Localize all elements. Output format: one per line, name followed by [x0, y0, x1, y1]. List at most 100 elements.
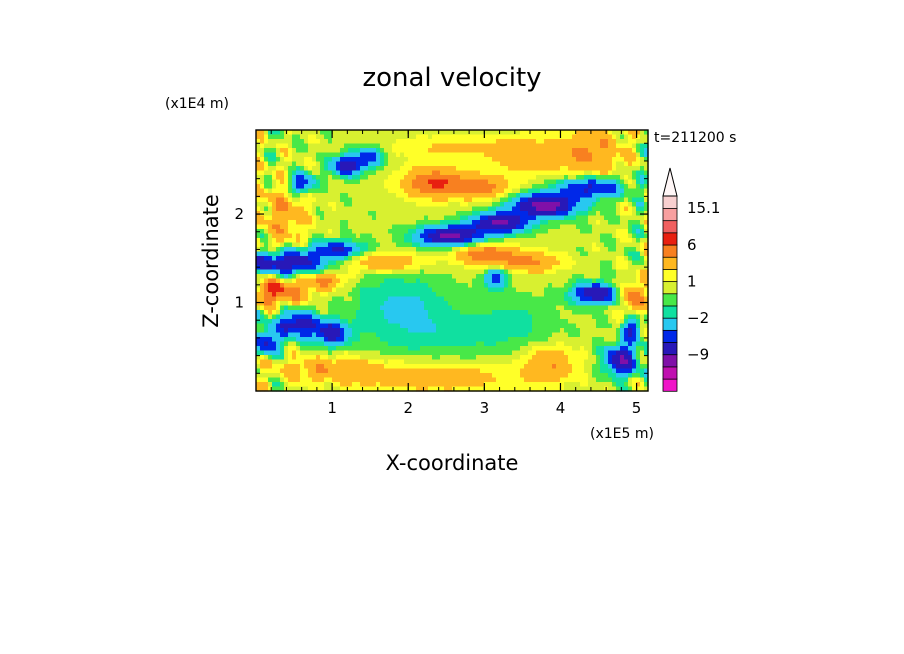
heatmap-cell [480, 229, 485, 235]
heatmap-cell [304, 139, 309, 145]
heatmap-cell [336, 251, 341, 257]
heatmap-cell [380, 287, 385, 293]
heatmap-cell [640, 310, 645, 316]
heatmap-cell [608, 238, 613, 244]
heatmap-cell [516, 251, 521, 257]
heatmap-cell [256, 296, 261, 302]
heatmap-cell [396, 211, 401, 217]
heatmap-cell [496, 229, 501, 235]
heatmap-cell [608, 206, 613, 212]
heatmap-cell [316, 296, 321, 302]
heatmap-cell [376, 193, 381, 199]
heatmap-cell [476, 274, 481, 280]
heatmap-cell [468, 283, 473, 289]
heatmap-cell [532, 238, 537, 244]
heatmap-cell [564, 260, 569, 266]
heatmap-cell [388, 332, 393, 338]
heatmap-cell [320, 134, 325, 140]
heatmap-cell [548, 332, 553, 338]
heatmap-cell [324, 265, 329, 271]
heatmap-cell [360, 143, 365, 149]
heatmap-cell [300, 188, 305, 194]
heatmap-cell [428, 143, 433, 149]
heatmap-cell [372, 346, 377, 352]
heatmap-cell [288, 224, 293, 230]
heatmap-cell [400, 157, 405, 163]
heatmap-cell [476, 193, 481, 199]
heatmap-cell [600, 206, 605, 212]
heatmap-cell [492, 265, 497, 271]
heatmap-cell [388, 305, 393, 311]
heatmap-cell [388, 251, 393, 257]
heatmap-cell [352, 346, 357, 352]
heatmap-cell [332, 314, 337, 320]
heatmap-cell [468, 269, 473, 275]
heatmap-cell [628, 206, 633, 212]
heatmap-cell [332, 206, 337, 212]
heatmap-cell [432, 242, 437, 248]
heatmap-cell [456, 251, 461, 257]
heatmap-cell [636, 319, 641, 325]
heatmap-cell [640, 170, 645, 176]
heatmap-cell [280, 350, 285, 356]
heatmap-cell [296, 130, 301, 136]
heatmap-cell [552, 287, 557, 293]
heatmap-cell [348, 130, 353, 136]
heatmap-cell [292, 143, 297, 149]
heatmap-cell [600, 283, 605, 289]
heatmap-cell [536, 265, 541, 271]
heatmap-cell [424, 269, 429, 275]
heatmap-cell [280, 206, 285, 212]
heatmap-cell [316, 323, 321, 329]
heatmap-cell [644, 166, 649, 172]
heatmap-cell [456, 265, 461, 271]
heatmap-cell [368, 305, 373, 311]
heatmap-cell [284, 220, 289, 226]
heatmap-cell [344, 305, 349, 311]
heatmap-cell [436, 247, 441, 253]
heatmap-cell [296, 337, 301, 343]
heatmap-cell [276, 139, 281, 145]
heatmap-cell [468, 292, 473, 298]
heatmap-cell [384, 247, 389, 253]
heatmap-cell [636, 152, 641, 158]
heatmap-cell [300, 179, 305, 185]
heatmap-cell [584, 202, 589, 208]
heatmap-cell [544, 292, 549, 298]
heatmap-cell [312, 170, 317, 176]
heatmap-cell [584, 296, 589, 302]
heatmap-cell [316, 233, 321, 239]
heatmap-cell [312, 247, 317, 253]
heatmap-cell [560, 296, 565, 302]
heatmap-cell [256, 170, 261, 176]
heatmap-cell [416, 206, 421, 212]
heatmap-cell [580, 337, 585, 343]
heatmap-cell [292, 278, 297, 284]
heatmap-cell [288, 265, 293, 271]
heatmap-cell [476, 202, 481, 208]
heatmap-cell [564, 143, 569, 149]
heatmap-cell [380, 161, 385, 167]
heatmap-cell [572, 292, 577, 298]
heatmap-cell [448, 233, 453, 239]
heatmap-cell [496, 170, 501, 176]
heatmap-cell [528, 152, 533, 158]
heatmap-cell [504, 269, 509, 275]
heatmap-cell [320, 233, 325, 239]
heatmap-cell [272, 161, 277, 167]
heatmap-cell [468, 350, 473, 356]
heatmap-cell [564, 130, 569, 136]
heatmap-cell [460, 211, 465, 217]
heatmap-cell [628, 350, 633, 356]
heatmap-cell [616, 274, 621, 280]
heatmap-cell [480, 332, 485, 338]
heatmap-cell [524, 251, 529, 257]
heatmap-cell [460, 319, 465, 325]
heatmap-cell [488, 161, 493, 167]
heatmap-cell [624, 197, 629, 203]
heatmap-cell [600, 211, 605, 217]
heatmap-cell [272, 260, 277, 266]
heatmap-cell [524, 229, 529, 235]
heatmap-cell [612, 152, 617, 158]
heatmap-cell [552, 139, 557, 145]
